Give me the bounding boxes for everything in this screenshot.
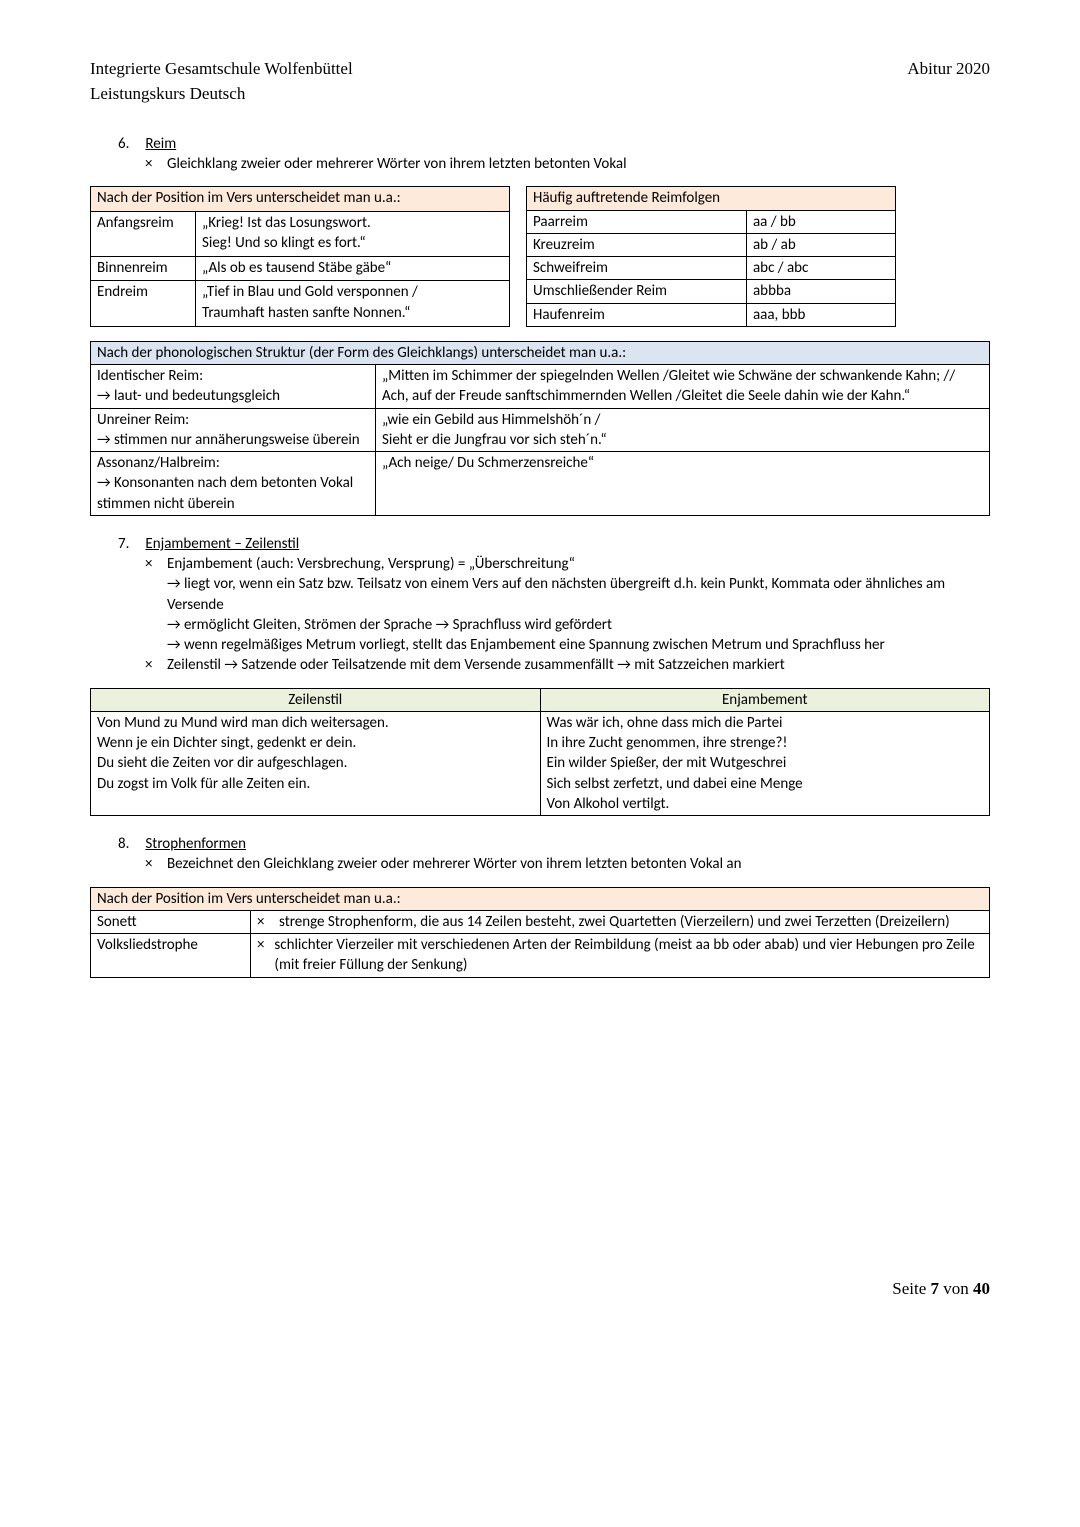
table-cell: Assonanz/Halbreim: → Konsonanten nach de…: [91, 452, 376, 516]
header-right: Abitur 2020: [907, 58, 990, 81]
strophen-table: Nach der Position im Vers unterscheidet …: [90, 887, 990, 978]
table-cell: aa / bb: [747, 210, 896, 233]
section-name: Strophenformen: [145, 835, 246, 853]
line: → liegt vor, wenn ein Satz bzw. Teilsatz…: [167, 574, 990, 615]
table-cell: Paarreim: [527, 210, 747, 233]
bullet: × Gleichklang zweier oder mehrerer Wörte…: [145, 154, 990, 174]
table-cell: Binnenreim: [91, 257, 196, 281]
table-cell: „Als ob es tausend Stäbe gäbe“: [196, 257, 510, 281]
line: → wenn regelmäßiges Metrum vorliegt, ste…: [167, 635, 990, 655]
table-header: Nach der Position im Vers unterscheidet …: [91, 887, 990, 910]
table-cell: „Mitten im Schimmer der spiegelnden Well…: [376, 365, 990, 409]
section-8-title: 8. Strophenformen: [118, 834, 990, 854]
table-cell: ×schlichter Vierzeiler mit verschiedenen…: [251, 934, 990, 978]
cell-text: strenge Strophenform, die aus 14 Zeilen …: [279, 912, 950, 932]
line: → ermöglicht Gleiten, Strömen der Sprach…: [167, 615, 990, 635]
bullet-marker: ×: [145, 554, 167, 655]
table-cell: aaa, bbb: [747, 303, 896, 326]
position-table: Nach der Position im Vers unterscheidet …: [90, 186, 510, 327]
table-header: Nach der Position im Vers unterscheidet …: [91, 187, 510, 211]
phonological-table: Nach der phonologischen Struktur (der Fo…: [90, 341, 990, 516]
table-cell: Haufenreim: [527, 303, 747, 326]
table-cell: „Ach neige/ Du Schmerzensreiche“: [376, 452, 990, 516]
table-cell: Endreim: [91, 281, 196, 326]
table-cell: ×strenge Strophenform, die aus 14 Zeilen…: [251, 910, 990, 933]
section-number: 6.: [118, 134, 142, 154]
bullet-marker: ×: [257, 935, 274, 976]
table-cell: „Tief in Blau und Gold versponnen / Trau…: [196, 281, 510, 326]
table-cell: Anfangsreim: [91, 211, 196, 256]
table-header: Zeilenstil: [91, 688, 541, 711]
reimfolgen-table: Häufig auftretende Reimfolgen Paarreimaa…: [526, 186, 896, 327]
section-6-title: 6. Reim: [118, 134, 990, 154]
bullet: × Enjambement (auch: Versbrechung, Versp…: [145, 554, 990, 655]
zeilenstil-table: Zeilenstil Enjambement Von Mund zu Mund …: [90, 688, 990, 817]
page-footer: Seite 7 von 40: [90, 1278, 990, 1301]
section-number: 7.: [118, 534, 142, 554]
section-name: Enjambement – Zeilenstil: [145, 535, 299, 553]
table-header: Häufig auftretende Reimfolgen: [527, 187, 896, 210]
section-number: 8.: [118, 834, 142, 854]
table-cell: Identischer Reim: → laut- und bedeutungs…: [91, 365, 376, 409]
table-cell: Von Mund zu Mund wird man dich weitersag…: [91, 711, 541, 815]
table-cell: ab / ab: [747, 233, 896, 256]
footer-page: 7: [931, 1279, 940, 1298]
bullet-marker: ×: [145, 854, 167, 874]
bullet-marker: ×: [145, 655, 167, 675]
table-cell: „wie ein Gebild aus Himmelshöh´n / Sieht…: [376, 408, 990, 452]
bullet-text: Bezeichnet den Gleichklang zweier oder m…: [167, 854, 990, 874]
footer-mid: von: [939, 1279, 973, 1298]
header-sub: Leistungskurs Deutsch: [90, 83, 990, 106]
bullet: × Zeilenstil → Satzende oder Teilsatzend…: [145, 655, 990, 675]
bullet-marker: ×: [257, 912, 279, 932]
bullet-text: Gleichklang zweier oder mehrerer Wörter …: [167, 154, 990, 174]
section-7-title: 7. Enjambement – Zeilenstil: [118, 534, 990, 554]
bullet-marker: ×: [145, 154, 167, 174]
table-cell: Schweifreim: [527, 257, 747, 280]
table-cell: Was wär ich, ohne dass mich die Partei I…: [540, 711, 990, 815]
table-cell: „Krieg! Ist das Losungswort. Sieg! Und s…: [196, 211, 510, 256]
table-cell: Unreiner Reim: → stimmen nur annäherungs…: [91, 408, 376, 452]
table-cell: Kreuzreim: [527, 233, 747, 256]
bullet-text: Zeilenstil → Satzende oder Teilsatzende …: [167, 655, 990, 675]
cell-text: schlichter Vierzeiler mit verschiedenen …: [274, 935, 983, 976]
bullet-text: Enjambement (auch: Versbrechung, Verspru…: [167, 554, 990, 655]
table-cell: abc / abc: [747, 257, 896, 280]
table-cell: Umschließender Reim: [527, 280, 747, 303]
table-header: Nach der phonologischen Struktur (der Fo…: [91, 341, 990, 364]
bullet: × Bezeichnet den Gleichklang zweier oder…: [145, 854, 990, 874]
page-header: Integrierte Gesamtschule Wolfenbüttel Ab…: [90, 58, 990, 81]
table-cell: Sonett: [91, 910, 251, 933]
table-header: Enjambement: [540, 688, 990, 711]
header-school: Integrierte Gesamtschule Wolfenbüttel: [90, 58, 353, 81]
table-cell: abbba: [747, 280, 896, 303]
table-cell: Volksliedstrophe: [91, 934, 251, 978]
footer-total: 40: [973, 1279, 990, 1298]
line: Enjambement (auch: Versbrechung, Verspru…: [167, 554, 990, 574]
section-name: Reim: [145, 135, 176, 153]
footer-pre: Seite: [892, 1279, 930, 1298]
